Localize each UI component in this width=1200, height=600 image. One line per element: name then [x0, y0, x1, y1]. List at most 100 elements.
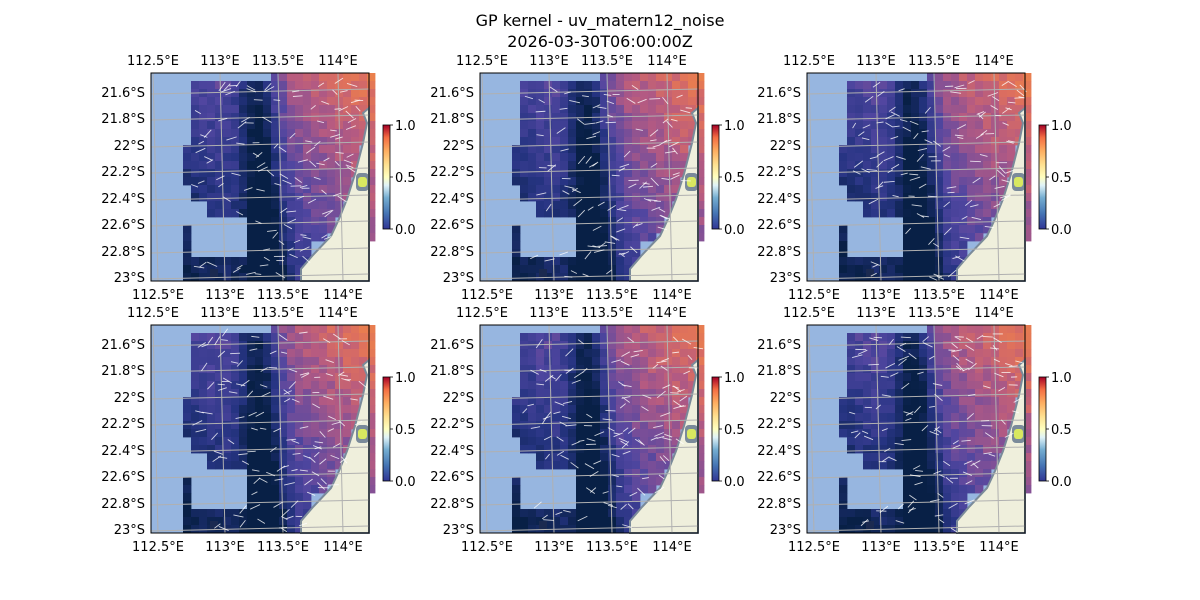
field-cell [696, 325, 705, 334]
field-cell [520, 517, 529, 526]
velocity-arrow [611, 454, 620, 458]
field-cell [231, 429, 240, 438]
field-cell [855, 161, 864, 170]
field-cell [303, 333, 312, 342]
field-cell [255, 525, 264, 534]
field-cell [303, 485, 312, 494]
field-cell [319, 89, 328, 98]
field-cell [943, 265, 952, 274]
field-cell [215, 177, 224, 186]
field-cell [672, 153, 681, 162]
field-cell [512, 493, 521, 502]
field-cell [911, 129, 920, 138]
field-cell [279, 153, 288, 162]
meridian-line [808, 72, 815, 282]
colorbar-tick-label: 0.0 [724, 223, 745, 238]
velocity-arrow [199, 261, 207, 268]
field-cell [847, 349, 856, 358]
field-cell [263, 217, 272, 226]
field-cell [895, 397, 904, 406]
field-cell [303, 341, 312, 350]
field-cell [1023, 349, 1032, 358]
field-cell [247, 129, 256, 138]
field-cell [927, 525, 936, 534]
lon-tick-label-bottom: 112.5°E [132, 540, 184, 555]
field-cell [680, 73, 689, 82]
field-cell [279, 225, 288, 234]
field-cell [367, 389, 376, 398]
field-cell [632, 373, 641, 382]
velocity-arrows [522, 336, 704, 528]
field-cell [239, 153, 248, 162]
velocity-arrow [619, 403, 626, 409]
velocity-arrow [293, 239, 301, 244]
field-cell [295, 225, 304, 234]
field-cell [215, 461, 224, 470]
parallel-line [479, 88, 699, 95]
field-cell [887, 421, 896, 430]
colorbar: 0.00.51.0 [1038, 119, 1072, 238]
velocity-arrow [947, 191, 955, 194]
field-cell [295, 413, 304, 422]
field-cell [951, 273, 960, 282]
field-cell [247, 445, 256, 454]
field-cell [951, 153, 960, 162]
field-cell [191, 169, 200, 178]
field-cell [935, 333, 944, 342]
field-cell [335, 97, 344, 106]
field-cell [568, 169, 577, 178]
field-cell [600, 453, 609, 462]
lat-tick-label: 21.8°S [430, 364, 474, 379]
field-cell [576, 121, 585, 130]
velocity-arrow [254, 273, 262, 275]
field-cell [584, 405, 593, 414]
velocity-arrow [227, 439, 235, 445]
field-cell [191, 349, 200, 358]
field-cell [863, 185, 872, 194]
field-cell [279, 121, 288, 130]
field-cell [335, 453, 344, 462]
lon-tick-label-bottom: 113.5°E [586, 288, 638, 303]
field-cell [207, 121, 216, 130]
field-cell [919, 333, 928, 342]
field-cell [351, 373, 360, 382]
field-cell [608, 89, 617, 98]
field-cell [951, 177, 960, 186]
velocity-arrow [632, 223, 639, 228]
field-cell [656, 357, 665, 366]
field-cell [887, 113, 896, 122]
velocity-arrow [848, 411, 856, 415]
field-cell [191, 121, 200, 130]
field-cell [616, 429, 625, 438]
field-cell [319, 73, 328, 82]
field-cell [319, 161, 328, 170]
field-cell [1007, 405, 1016, 414]
velocity-arrow [291, 398, 300, 403]
velocity-arrow [968, 80, 975, 84]
field-cell [239, 177, 248, 186]
field-cell [895, 161, 904, 170]
field-cell [847, 525, 856, 534]
field-cell [359, 357, 368, 366]
field-cell [351, 121, 360, 130]
field-cell [536, 185, 545, 194]
field-cell [319, 137, 328, 146]
field-cell [895, 105, 904, 114]
field-cell [343, 405, 352, 414]
field-cell [656, 217, 665, 226]
field-cell [991, 333, 1000, 342]
field-cell [648, 349, 657, 358]
velocity-arrow [299, 331, 308, 334]
field-cell [255, 517, 264, 526]
field-cell [696, 185, 705, 194]
field-cell [223, 97, 232, 106]
field-cell [640, 341, 649, 350]
field-cell [975, 357, 984, 366]
field-cell [847, 397, 856, 406]
field-cell [584, 273, 593, 282]
field-cell [359, 81, 368, 90]
field-cell [568, 121, 577, 130]
field-cell [536, 81, 545, 90]
field-cell [223, 113, 232, 122]
field-cell [696, 357, 705, 366]
